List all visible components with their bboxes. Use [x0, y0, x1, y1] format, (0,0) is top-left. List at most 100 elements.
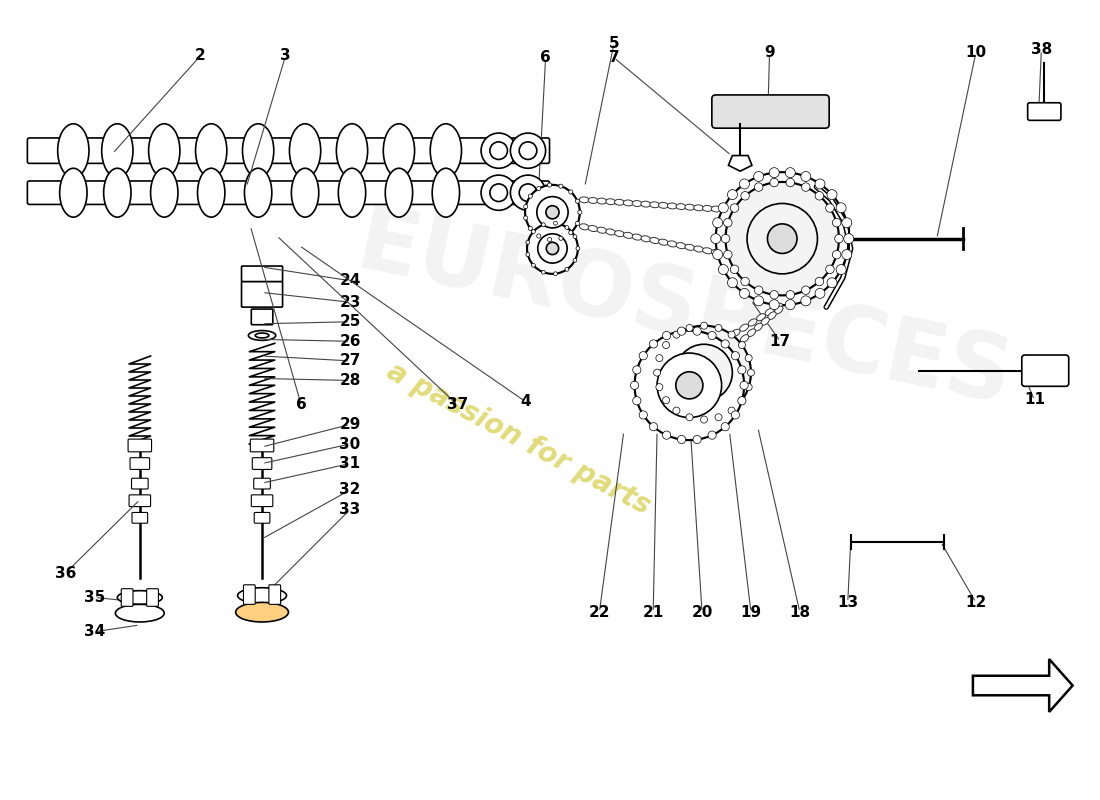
- Circle shape: [844, 234, 854, 244]
- Circle shape: [740, 191, 749, 200]
- Ellipse shape: [198, 168, 224, 217]
- Circle shape: [833, 250, 840, 259]
- Text: 17: 17: [770, 334, 791, 349]
- FancyBboxPatch shape: [251, 309, 273, 325]
- Circle shape: [726, 182, 839, 295]
- Ellipse shape: [235, 602, 288, 622]
- Circle shape: [678, 435, 685, 444]
- Circle shape: [730, 204, 739, 212]
- Circle shape: [481, 133, 516, 168]
- Text: 38: 38: [1031, 42, 1052, 58]
- Ellipse shape: [650, 202, 660, 208]
- FancyBboxPatch shape: [28, 181, 550, 205]
- Circle shape: [657, 326, 751, 419]
- Circle shape: [722, 422, 729, 431]
- Ellipse shape: [606, 198, 616, 205]
- Circle shape: [722, 234, 729, 243]
- Circle shape: [678, 327, 685, 335]
- Circle shape: [815, 179, 825, 189]
- Text: EUROSPECES: EUROSPECES: [350, 200, 1020, 424]
- Circle shape: [635, 330, 744, 440]
- Circle shape: [730, 265, 739, 274]
- Circle shape: [548, 183, 551, 187]
- Circle shape: [827, 190, 837, 199]
- Circle shape: [747, 369, 755, 376]
- Ellipse shape: [757, 314, 766, 321]
- Circle shape: [769, 168, 779, 178]
- Text: 36: 36: [55, 566, 76, 581]
- FancyBboxPatch shape: [252, 458, 272, 470]
- Circle shape: [724, 250, 733, 259]
- FancyBboxPatch shape: [1027, 102, 1060, 120]
- Circle shape: [708, 431, 716, 439]
- Ellipse shape: [641, 236, 651, 242]
- Circle shape: [713, 218, 723, 228]
- Ellipse shape: [641, 201, 651, 207]
- Text: 10: 10: [966, 46, 987, 60]
- Ellipse shape: [292, 168, 319, 217]
- Circle shape: [673, 407, 680, 414]
- Circle shape: [835, 234, 844, 243]
- Ellipse shape: [712, 250, 722, 255]
- Circle shape: [738, 366, 746, 374]
- Circle shape: [481, 175, 516, 210]
- Circle shape: [826, 265, 834, 274]
- Circle shape: [801, 296, 811, 306]
- Ellipse shape: [774, 306, 783, 314]
- Circle shape: [537, 186, 541, 190]
- Text: 27: 27: [340, 354, 361, 368]
- Circle shape: [657, 353, 722, 418]
- Circle shape: [692, 361, 716, 385]
- Text: a passion for parts: a passion for parts: [382, 358, 654, 521]
- Ellipse shape: [761, 318, 769, 326]
- Ellipse shape: [676, 242, 686, 249]
- Circle shape: [649, 340, 658, 348]
- Circle shape: [724, 218, 733, 227]
- Circle shape: [764, 222, 800, 256]
- Ellipse shape: [659, 202, 669, 208]
- Text: 3: 3: [280, 48, 290, 63]
- Ellipse shape: [196, 124, 227, 178]
- Circle shape: [639, 352, 648, 360]
- Circle shape: [701, 416, 707, 423]
- Circle shape: [524, 216, 528, 220]
- Circle shape: [827, 278, 837, 288]
- Ellipse shape: [712, 206, 722, 212]
- Text: 19: 19: [740, 605, 761, 620]
- Circle shape: [565, 226, 569, 230]
- Circle shape: [575, 199, 580, 203]
- Text: 20: 20: [692, 605, 713, 620]
- Ellipse shape: [694, 246, 704, 252]
- Text: 6: 6: [540, 50, 551, 66]
- Circle shape: [673, 331, 680, 338]
- Circle shape: [728, 407, 735, 414]
- Circle shape: [740, 278, 749, 286]
- Ellipse shape: [755, 323, 762, 331]
- Text: 31: 31: [340, 456, 361, 471]
- Circle shape: [524, 205, 528, 209]
- FancyBboxPatch shape: [268, 585, 280, 604]
- Ellipse shape: [659, 239, 669, 246]
- Ellipse shape: [103, 168, 131, 217]
- Circle shape: [711, 234, 720, 244]
- Circle shape: [727, 278, 737, 288]
- FancyBboxPatch shape: [242, 266, 283, 282]
- Circle shape: [842, 250, 851, 259]
- Circle shape: [578, 210, 582, 214]
- Text: 30: 30: [340, 437, 361, 451]
- Circle shape: [490, 142, 507, 159]
- Circle shape: [675, 344, 733, 401]
- Circle shape: [785, 300, 795, 310]
- Text: 5: 5: [608, 36, 619, 50]
- Ellipse shape: [432, 168, 460, 217]
- Circle shape: [559, 184, 563, 188]
- Ellipse shape: [748, 319, 757, 326]
- FancyBboxPatch shape: [146, 589, 158, 606]
- Ellipse shape: [597, 227, 607, 234]
- Ellipse shape: [732, 330, 740, 337]
- Circle shape: [708, 331, 716, 340]
- FancyBboxPatch shape: [243, 585, 255, 604]
- Circle shape: [662, 397, 670, 404]
- Ellipse shape: [615, 199, 625, 206]
- Circle shape: [693, 327, 701, 335]
